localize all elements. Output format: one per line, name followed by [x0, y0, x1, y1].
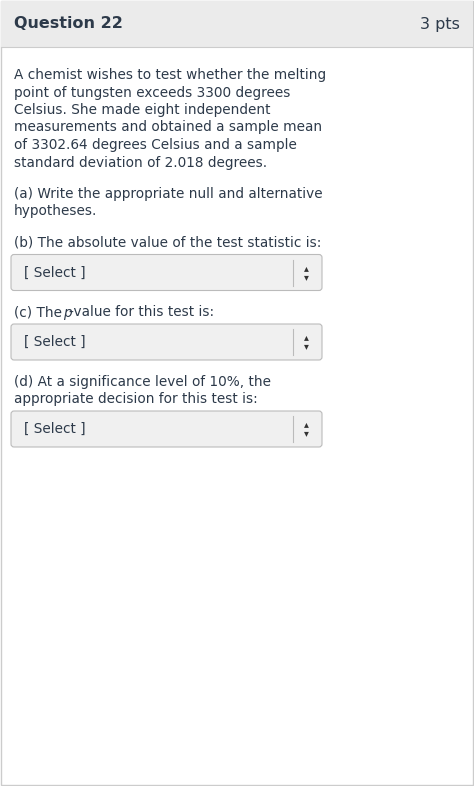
Text: ▴
▾: ▴ ▾	[303, 332, 309, 351]
FancyBboxPatch shape	[11, 324, 322, 360]
Text: [ Select ]: [ Select ]	[24, 335, 86, 349]
Text: hypotheses.: hypotheses.	[14, 204, 97, 219]
Text: appropriate decision for this test is:: appropriate decision for this test is:	[14, 392, 258, 406]
Text: (d) At a significance level of 10%, the: (d) At a significance level of 10%, the	[14, 375, 271, 389]
Text: (b) The absolute value of the test statistic is:: (b) The absolute value of the test stati…	[14, 236, 321, 250]
Text: Question 22: Question 22	[14, 17, 123, 31]
Text: standard deviation of 2.018 degrees.: standard deviation of 2.018 degrees.	[14, 156, 267, 170]
Text: of 3302.64 degrees Celsius and a sample: of 3302.64 degrees Celsius and a sample	[14, 138, 297, 152]
Text: (a) Write the appropriate null and alternative: (a) Write the appropriate null and alter…	[14, 187, 323, 201]
Text: ▴
▾: ▴ ▾	[303, 263, 309, 282]
Text: (c) The: (c) The	[14, 306, 66, 319]
FancyBboxPatch shape	[11, 411, 322, 447]
Text: A chemist wishes to test whether the melting: A chemist wishes to test whether the mel…	[14, 68, 326, 82]
FancyBboxPatch shape	[11, 255, 322, 291]
Text: ▴
▾: ▴ ▾	[303, 420, 309, 439]
Text: [ Select ]: [ Select ]	[24, 266, 86, 280]
Text: p: p	[63, 306, 72, 319]
Text: measurements and obtained a sample mean: measurements and obtained a sample mean	[14, 120, 322, 134]
Text: point of tungsten exceeds 3300 degrees: point of tungsten exceeds 3300 degrees	[14, 86, 291, 100]
Text: -value for this test is:: -value for this test is:	[69, 306, 214, 319]
Text: 3 pts: 3 pts	[420, 17, 460, 31]
Text: Celsius. She made eight independent: Celsius. She made eight independent	[14, 103, 271, 117]
Text: [ Select ]: [ Select ]	[24, 422, 86, 436]
FancyBboxPatch shape	[1, 1, 473, 47]
